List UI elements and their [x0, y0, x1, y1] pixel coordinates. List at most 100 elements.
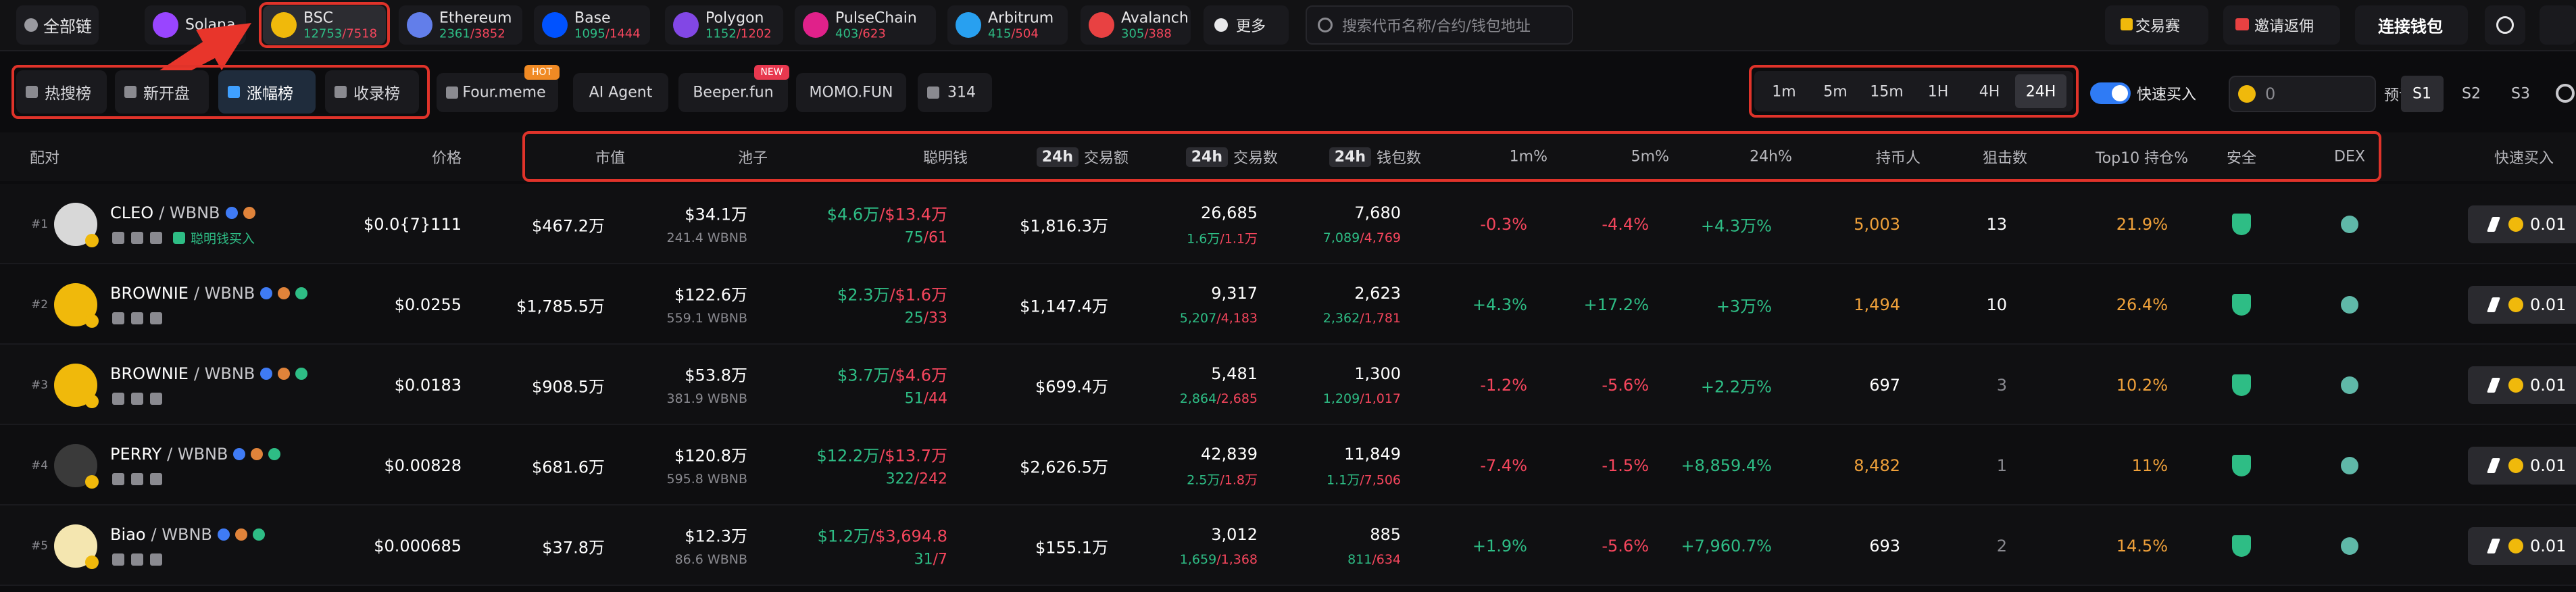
search-box[interactable] — [1306, 5, 1573, 45]
timeframe-option[interactable]: 5m — [1823, 83, 1848, 101]
chain-up-count: 415 — [988, 26, 1012, 41]
header-label: 价格 — [431, 150, 462, 167]
wallet-split-buy: 1,209 — [1322, 391, 1360, 406]
smart-traders-sell: /61 — [923, 229, 947, 247]
chain-up-count: 305 — [1121, 26, 1145, 41]
platform-tab[interactable] — [573, 73, 668, 112]
pool-value: $122.6万 — [674, 285, 747, 305]
social-icon[interactable] — [131, 473, 143, 485]
smart-money: $3.7万/$4.6万 — [837, 362, 947, 386]
social-icon[interactable] — [131, 393, 143, 405]
settings-button[interactable] — [2540, 5, 2576, 45]
timeframe-option[interactable]: 15m — [1870, 83, 1904, 101]
header-badge: 24h — [1185, 147, 1228, 167]
timeframe-active[interactable] — [2015, 74, 2066, 108]
volume: $1,816.3万 — [1020, 216, 1108, 236]
wallets: 7,680 — [1354, 203, 1401, 222]
table-row[interactable] — [0, 345, 2576, 425]
pair-icon — [233, 448, 246, 460]
column-header[interactable]: 24h% — [1750, 149, 1792, 166]
pair-icon — [252, 528, 265, 541]
timeframe-option[interactable]: 1m — [1772, 83, 1796, 101]
social-icon[interactable] — [150, 232, 162, 244]
pair-icon — [260, 368, 273, 380]
connect-button[interactable] — [2355, 5, 2468, 45]
preset-option[interactable]: S2 — [2462, 85, 2481, 103]
social-icon[interactable] — [150, 393, 162, 405]
change-24h: +2.2万% — [1700, 377, 1772, 397]
smart-traders-sell: /242 — [914, 470, 947, 488]
smart-money-sell: /$13.7万 — [879, 446, 947, 466]
column-header[interactable]: Top10 持仓% — [2096, 146, 2188, 168]
social-icon[interactable] — [150, 473, 162, 485]
connect-label: 连接钱包 — [2378, 17, 2443, 36]
platform-label: Four.meme — [462, 84, 546, 101]
change-1m: +1.9% — [1472, 537, 1527, 556]
table-row[interactable] — [0, 425, 2576, 505]
column-header[interactable]: 24h 钱包数 — [1329, 146, 1421, 168]
smart-money: $12.2万/$13.7万 — [816, 443, 947, 466]
table-row[interactable] — [0, 264, 2576, 345]
preset-option[interactable]: S3 — [2511, 85, 2530, 103]
social-icon[interactable] — [150, 553, 162, 566]
timeframe-highlight — [1749, 65, 2079, 118]
timeframe-option[interactable]: 1H — [1927, 83, 1949, 101]
column-header[interactable]: 1m% — [1510, 149, 1547, 166]
holders: 8,482 — [1854, 456, 1900, 475]
social-icon[interactable] — [131, 553, 143, 566]
table-row[interactable] — [0, 184, 2576, 264]
all-chains-icon — [24, 18, 38, 32]
chain-down-count: /504 — [1011, 26, 1039, 41]
pool-base: 241.4 WBNB — [666, 230, 747, 245]
amount-coin-icon — [2238, 85, 2256, 103]
column-header[interactable]: 池子 — [738, 146, 768, 168]
wallet-split-sell: /634 — [1372, 552, 1401, 567]
snipers: 2 — [1996, 537, 2007, 556]
change-24h: +4.3万% — [1700, 216, 1772, 236]
chain-name: Arbitrum — [988, 9, 1054, 27]
tx-split: 2.5万/1.8万 — [1187, 470, 1258, 489]
wallet-split: 811/634 — [1347, 552, 1401, 567]
all-chains-label: 全部链 — [43, 17, 92, 36]
column-header[interactable]: 价格 — [432, 146, 462, 168]
timeframe-option[interactable]: 24H — [2025, 83, 2056, 101]
social-icon[interactable] — [150, 312, 162, 324]
wallet-split: 2,362/1,781 — [1323, 311, 1401, 326]
column-header[interactable]: 聪明钱 — [923, 146, 968, 168]
quick-buy-amount: 0.01 — [2530, 456, 2567, 475]
pool-base: 595.8 WBNB — [666, 472, 747, 487]
volume: $155.1万 — [1035, 538, 1108, 558]
social-icon[interactable] — [131, 312, 143, 324]
column-header[interactable]: 市值 — [595, 146, 625, 168]
quick-buy-amount: 0.01 — [2530, 537, 2567, 556]
platform-tab[interactable] — [796, 73, 906, 112]
column-header[interactable]: 24h 交易额 — [1036, 146, 1129, 168]
social-icon[interactable] — [112, 232, 124, 244]
chain-icon — [1089, 12, 1114, 38]
social-icon[interactable] — [112, 312, 124, 324]
column-header[interactable]: 24h 交易数 — [1185, 146, 1278, 168]
smart-money: $1.2万/$3,694.8 — [818, 523, 947, 547]
chain-name: PulseChain — [835, 9, 917, 27]
social-icon[interactable] — [112, 473, 124, 485]
platform-label: AI Agent — [589, 84, 653, 101]
pair-icon — [278, 287, 291, 299]
table-row[interactable] — [0, 505, 2576, 586]
dex-icon — [2341, 296, 2358, 314]
smart-traders-sell: /7 — [933, 551, 947, 568]
column-header[interactable]: 5m% — [1631, 149, 1669, 166]
column-header[interactable]: 持币人 — [1876, 146, 1921, 168]
social-icon[interactable] — [112, 553, 124, 566]
social-icon[interactable] — [131, 232, 143, 244]
preset-active[interactable] — [2401, 76, 2444, 112]
timeframe-option[interactable]: 4H — [1979, 83, 2000, 101]
header-label: 安全 — [2226, 150, 2257, 167]
pool-base: 559.1 WBNB — [666, 311, 747, 326]
dex-icon — [2341, 216, 2358, 233]
txs: 9,317 — [1211, 284, 1258, 303]
wallet-split-sell: /1,017 — [1360, 391, 1401, 406]
column-header[interactable]: 狙击数 — [1983, 146, 2027, 168]
social-icon[interactable] — [112, 393, 124, 405]
chain-icon — [271, 12, 297, 38]
preset-option[interactable]: S1 — [2412, 85, 2431, 103]
